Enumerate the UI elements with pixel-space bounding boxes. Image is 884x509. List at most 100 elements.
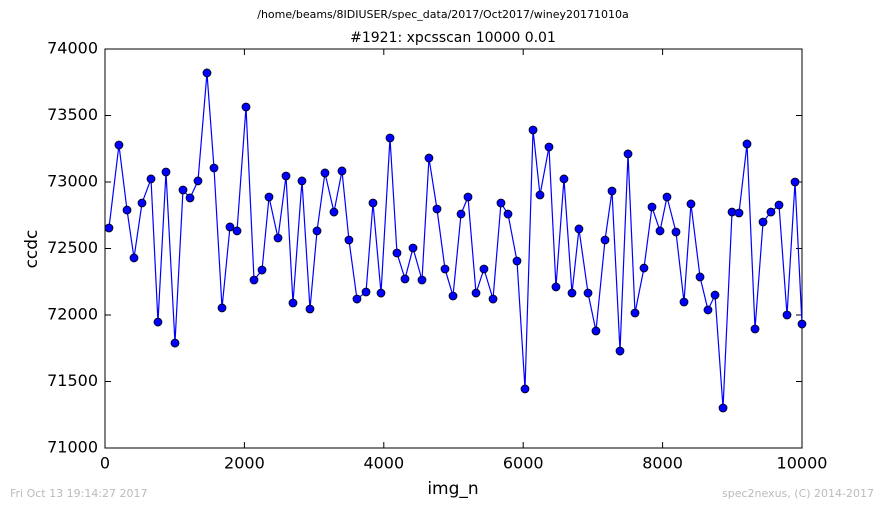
data-point bbox=[471, 288, 481, 298]
data-point bbox=[766, 207, 776, 217]
data-point bbox=[583, 288, 593, 298]
data-point bbox=[544, 142, 554, 152]
data-point bbox=[600, 235, 610, 245]
data-point bbox=[129, 253, 139, 263]
data-point bbox=[639, 263, 649, 273]
data-point bbox=[417, 275, 427, 285]
data-point bbox=[257, 265, 267, 275]
chart-title: #1921: xpcsscan 10000 0.01 bbox=[350, 30, 556, 46]
data-point bbox=[114, 140, 124, 150]
data-point bbox=[361, 287, 371, 297]
plot-area bbox=[104, 48, 803, 449]
x-tick-label: 8000 bbox=[642, 454, 683, 473]
data-point bbox=[368, 198, 378, 208]
data-point bbox=[122, 205, 132, 215]
data-point bbox=[297, 176, 307, 186]
data-point bbox=[551, 282, 561, 292]
data-point bbox=[193, 176, 203, 186]
data-point bbox=[615, 346, 625, 356]
y-axis-label: ccdc bbox=[22, 230, 42, 269]
data-point bbox=[758, 217, 768, 227]
data-point bbox=[153, 317, 163, 327]
data-point bbox=[671, 227, 681, 237]
data-point bbox=[329, 207, 339, 217]
data-point bbox=[734, 208, 744, 218]
data-point bbox=[607, 186, 617, 196]
data-point bbox=[288, 298, 298, 308]
data-point bbox=[710, 290, 720, 300]
data-point bbox=[574, 224, 584, 234]
data-point bbox=[170, 338, 180, 348]
x-axis-label: img_n bbox=[427, 479, 478, 499]
data-point bbox=[718, 403, 728, 413]
data-point bbox=[488, 294, 498, 304]
x-tick-label: 6000 bbox=[503, 454, 544, 473]
data-point bbox=[352, 294, 362, 304]
y-tick-label: 74000 bbox=[47, 39, 98, 58]
data-point bbox=[424, 153, 434, 163]
data-point bbox=[217, 303, 227, 313]
data-point bbox=[703, 305, 713, 315]
data-point bbox=[432, 204, 442, 214]
data-point bbox=[225, 222, 235, 232]
footnote: spec2nexus, (C) 2014-2017 bbox=[722, 487, 874, 500]
data-point bbox=[232, 226, 242, 236]
x-tick-label: 0 bbox=[100, 454, 110, 473]
data-point bbox=[344, 235, 354, 245]
data-point bbox=[178, 185, 188, 195]
x-tick-label: 10000 bbox=[777, 454, 828, 473]
y-tick-label: 73000 bbox=[47, 172, 98, 191]
data-point bbox=[782, 310, 792, 320]
y-tick-label: 72000 bbox=[47, 305, 98, 324]
data-point bbox=[320, 168, 330, 178]
data-point bbox=[591, 326, 601, 336]
data-point bbox=[241, 102, 251, 112]
data-point bbox=[797, 319, 807, 329]
data-point bbox=[392, 248, 402, 258]
series-line bbox=[108, 72, 803, 409]
data-point bbox=[305, 304, 315, 314]
data-point bbox=[185, 193, 195, 203]
data-point bbox=[312, 226, 322, 236]
data-point bbox=[400, 274, 410, 284]
y-tick-label: 71500 bbox=[47, 371, 98, 390]
data-point bbox=[385, 133, 395, 143]
data-point bbox=[630, 308, 640, 318]
data-point bbox=[273, 233, 283, 243]
data-point bbox=[503, 209, 513, 219]
x-tick-label: 2000 bbox=[224, 454, 265, 473]
y-tick-label: 72500 bbox=[47, 238, 98, 257]
data-point bbox=[647, 202, 657, 212]
data-point bbox=[137, 198, 147, 208]
data-point bbox=[686, 199, 696, 209]
data-point bbox=[520, 384, 530, 394]
y-tick-label: 73500 bbox=[47, 105, 98, 124]
data-point bbox=[742, 139, 752, 149]
data-point bbox=[249, 275, 259, 285]
data-point bbox=[209, 163, 219, 173]
data-point bbox=[281, 171, 291, 181]
data-point bbox=[104, 223, 114, 233]
data-point bbox=[408, 243, 418, 253]
data-point bbox=[264, 192, 274, 202]
x-tick-label: 4000 bbox=[363, 454, 404, 473]
data-point bbox=[559, 174, 569, 184]
y-tick-label: 71000 bbox=[47, 438, 98, 457]
data-point bbox=[528, 125, 538, 135]
data-point bbox=[623, 149, 633, 159]
data-point bbox=[202, 68, 212, 78]
data-point bbox=[337, 166, 347, 176]
data-point bbox=[161, 167, 171, 177]
data-point bbox=[512, 256, 522, 266]
data-point bbox=[774, 200, 784, 210]
data-point bbox=[695, 272, 705, 282]
data-point bbox=[448, 291, 458, 301]
data-point bbox=[655, 226, 665, 236]
data-point bbox=[679, 297, 689, 307]
data-point bbox=[790, 177, 800, 187]
footnote: Fri Oct 13 19:14:27 2017 bbox=[10, 487, 148, 500]
data-point bbox=[376, 288, 386, 298]
data-point bbox=[456, 209, 466, 219]
data-point bbox=[567, 288, 577, 298]
